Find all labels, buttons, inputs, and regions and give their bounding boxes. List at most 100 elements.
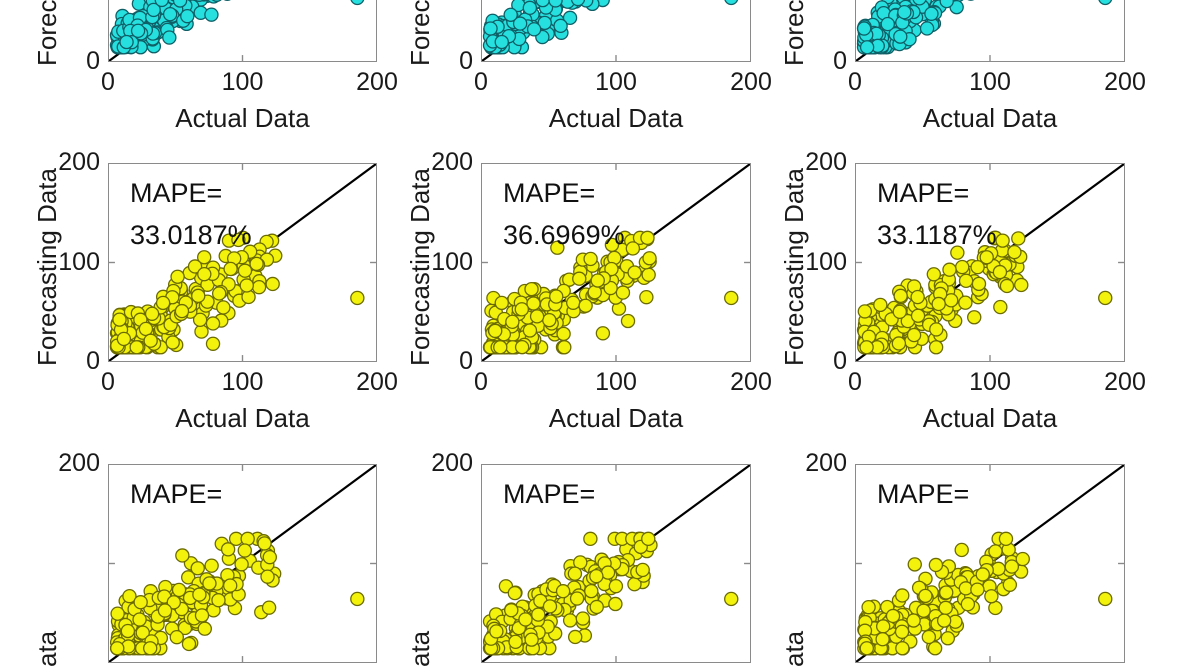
data-point bbox=[351, 0, 364, 4]
data-point bbox=[907, 614, 920, 627]
mape-label: MAPE= bbox=[877, 175, 997, 211]
scatter-plot-r1c3 bbox=[855, 0, 1125, 62]
data-point bbox=[175, 305, 188, 318]
data-point bbox=[213, 287, 226, 300]
data-point bbox=[494, 341, 507, 354]
data-point bbox=[195, 609, 208, 622]
data-point bbox=[516, 341, 529, 354]
data-point bbox=[543, 600, 556, 613]
data-point bbox=[121, 624, 134, 637]
data-point bbox=[927, 268, 940, 281]
data-point bbox=[554, 19, 567, 32]
mape-label: MAPE= bbox=[130, 476, 222, 512]
y-axis-label: Forec bbox=[407, 0, 433, 66]
data-point bbox=[509, 635, 522, 648]
x-tick-label: 200 bbox=[1080, 70, 1170, 95]
data-point bbox=[519, 613, 532, 626]
data-point bbox=[531, 310, 544, 323]
data-point bbox=[626, 242, 639, 255]
data-point bbox=[144, 334, 157, 347]
data-point bbox=[176, 549, 189, 562]
data-point bbox=[489, 324, 502, 337]
data-point bbox=[877, 620, 890, 633]
data-point bbox=[528, 23, 541, 36]
data-point bbox=[484, 22, 497, 35]
y-axis-label: Forecasting Data bbox=[34, 168, 60, 366]
data-point bbox=[173, 583, 186, 596]
data-point bbox=[550, 290, 563, 303]
data-point bbox=[858, 305, 871, 318]
data-point bbox=[263, 551, 276, 564]
mape-annotation-r3c1: MAPE= bbox=[130, 476, 222, 512]
data-point bbox=[968, 311, 981, 324]
mape-value: 33.1187% bbox=[877, 217, 997, 253]
mape-label: MAPE= bbox=[503, 476, 595, 512]
data-point bbox=[938, 614, 951, 627]
data-point bbox=[158, 604, 171, 617]
data-point bbox=[976, 568, 989, 581]
data-point bbox=[567, 296, 580, 309]
data-point bbox=[930, 323, 943, 336]
data-point bbox=[235, 558, 248, 571]
x-axis-label: Actual Data bbox=[855, 405, 1125, 431]
data-point bbox=[164, 8, 177, 21]
data-point bbox=[181, 10, 194, 23]
data-point bbox=[1099, 291, 1112, 304]
x-tick-label: 100 bbox=[945, 370, 1035, 395]
data-point bbox=[725, 0, 738, 4]
x-tick-label: 0 bbox=[63, 370, 153, 395]
data-point bbox=[504, 8, 517, 21]
data-point bbox=[144, 642, 157, 655]
data-point bbox=[351, 291, 364, 304]
data-point bbox=[250, 257, 263, 270]
mape-value: 36.6969% bbox=[503, 217, 625, 253]
scatter-series bbox=[111, 532, 364, 654]
data-point bbox=[508, 587, 521, 600]
plot-area-r1c2 bbox=[482, 0, 750, 61]
data-point bbox=[971, 261, 984, 274]
x-axis-label: Actual Data bbox=[108, 405, 377, 431]
data-point bbox=[238, 264, 251, 277]
x-axis-label: Actual Data bbox=[108, 105, 377, 131]
y-axis-label: ata bbox=[407, 631, 433, 667]
data-point bbox=[163, 31, 176, 44]
data-point bbox=[206, 317, 219, 330]
data-point bbox=[588, 286, 601, 299]
data-point bbox=[132, 24, 145, 37]
data-point bbox=[506, 315, 519, 328]
data-point bbox=[911, 291, 924, 304]
data-point bbox=[113, 313, 126, 326]
data-point bbox=[628, 266, 641, 279]
data-point bbox=[222, 543, 235, 556]
data-point bbox=[908, 329, 921, 342]
x-tick-label: 200 bbox=[1080, 370, 1170, 395]
mape-annotation-r3c3: MAPE= bbox=[877, 476, 969, 512]
data-point bbox=[584, 532, 597, 545]
data-point bbox=[195, 325, 208, 338]
y-axis-label: Forecasting Data bbox=[781, 168, 807, 366]
data-point bbox=[111, 607, 124, 620]
data-point bbox=[134, 596, 147, 609]
y-tick-label: 200 bbox=[413, 451, 473, 476]
data-point bbox=[596, 327, 609, 340]
data-point bbox=[1005, 560, 1018, 573]
y-axis-label: Forecasting Data bbox=[407, 168, 433, 366]
data-point bbox=[858, 22, 871, 35]
data-point bbox=[989, 545, 1002, 558]
data-point bbox=[120, 35, 133, 48]
data-point bbox=[139, 322, 152, 335]
data-point bbox=[205, 8, 218, 21]
data-point bbox=[993, 266, 1006, 279]
data-point bbox=[505, 604, 518, 617]
scatter-series bbox=[483, 532, 737, 654]
x-tick-label: 0 bbox=[436, 370, 526, 395]
scatter-series bbox=[483, 0, 737, 54]
data-point bbox=[860, 642, 873, 655]
data-point bbox=[1012, 232, 1025, 245]
data-point bbox=[174, 0, 187, 7]
plot-area-r1c3 bbox=[856, 0, 1124, 61]
x-tick-label: 100 bbox=[198, 370, 288, 395]
data-point bbox=[908, 558, 921, 571]
data-point bbox=[640, 291, 653, 304]
data-point bbox=[543, 314, 556, 327]
